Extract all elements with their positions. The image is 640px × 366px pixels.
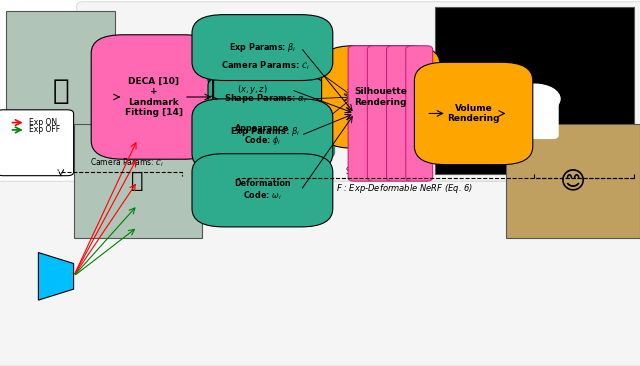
Text: Camera Params: $\mathcal{C}_i$: Camera Params: $\mathcal{C}_i$ xyxy=(221,60,310,72)
Text: 📷: 📷 xyxy=(52,78,69,105)
Text: 😊: 😊 xyxy=(560,169,586,193)
Text: 👤: 👤 xyxy=(131,171,144,191)
FancyBboxPatch shape xyxy=(74,124,202,238)
Text: $\mathit{F}$ : Exp-Deformable NeRF (Eq. 6): $\mathit{F}$ : Exp-Deformable NeRF (Eq. … xyxy=(336,182,473,195)
Text: Shape Params: $\alpha_i$: Shape Params: $\alpha_i$ xyxy=(224,92,307,105)
Text: DECA [10]
+
Landmark
Fitting [14]: DECA [10] + Landmark Fitting [14] xyxy=(125,77,182,117)
Text: ◆: ◆ xyxy=(47,264,66,288)
FancyBboxPatch shape xyxy=(208,45,323,87)
FancyBboxPatch shape xyxy=(192,154,333,227)
Text: Exp Params: $\beta_i$: Exp Params: $\beta_i$ xyxy=(230,125,301,138)
FancyBboxPatch shape xyxy=(220,51,335,94)
FancyBboxPatch shape xyxy=(214,48,329,90)
FancyBboxPatch shape xyxy=(415,62,532,165)
Text: Camera Params: $\mathcal{C}_i$: Camera Params: $\mathcal{C}_i$ xyxy=(90,157,163,169)
FancyBboxPatch shape xyxy=(214,81,329,123)
FancyBboxPatch shape xyxy=(214,114,329,156)
Text: Silhouette
Rendering: Silhouette Rendering xyxy=(355,87,407,107)
Circle shape xyxy=(509,84,560,113)
FancyBboxPatch shape xyxy=(435,7,634,174)
Text: Exp ON: Exp ON xyxy=(29,118,57,127)
FancyBboxPatch shape xyxy=(192,99,333,172)
FancyBboxPatch shape xyxy=(367,46,394,181)
FancyBboxPatch shape xyxy=(6,11,115,172)
FancyBboxPatch shape xyxy=(348,46,375,181)
Text: Appearance
Code: $\phi_i$: Appearance Code: $\phi_i$ xyxy=(236,123,289,147)
FancyBboxPatch shape xyxy=(192,15,333,81)
Text: $(x, y, z)$: $(x, y, z)$ xyxy=(237,83,268,96)
FancyBboxPatch shape xyxy=(208,111,323,153)
Text: Deformation
Code: $\omega_i$: Deformation Code: $\omega_i$ xyxy=(234,179,291,202)
FancyBboxPatch shape xyxy=(387,46,413,181)
FancyBboxPatch shape xyxy=(77,2,640,181)
FancyBboxPatch shape xyxy=(0,110,74,176)
FancyBboxPatch shape xyxy=(321,46,440,148)
FancyBboxPatch shape xyxy=(220,85,335,127)
FancyBboxPatch shape xyxy=(92,35,216,159)
Text: Exp OFF: Exp OFF xyxy=(29,126,60,134)
Text: Exp Params: $\beta_i$: Exp Params: $\beta_i$ xyxy=(228,41,296,54)
FancyBboxPatch shape xyxy=(208,78,323,120)
FancyBboxPatch shape xyxy=(0,181,640,366)
Text: }: } xyxy=(253,136,278,173)
FancyBboxPatch shape xyxy=(506,124,640,238)
Text: Volume
Rendering: Volume Rendering xyxy=(447,104,500,123)
FancyBboxPatch shape xyxy=(220,117,335,160)
Polygon shape xyxy=(38,253,74,300)
FancyBboxPatch shape xyxy=(510,99,559,139)
FancyBboxPatch shape xyxy=(406,46,433,181)
Text: Spatial Ray Prior: Spatial Ray Prior xyxy=(346,167,410,176)
